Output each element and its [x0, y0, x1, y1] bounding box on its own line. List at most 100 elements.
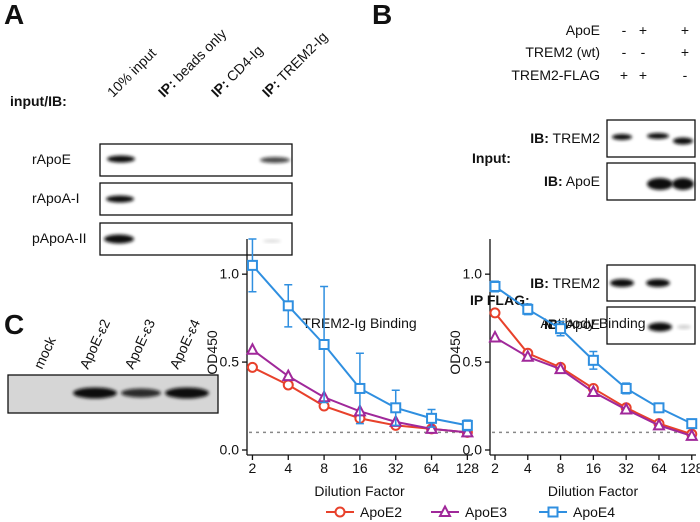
x-tick-label: 4	[524, 460, 532, 476]
y-tick-label: 0.0	[463, 442, 483, 458]
lane-label: ApoE-ε4	[166, 316, 203, 371]
legend-marker	[547, 506, 559, 518]
band	[260, 157, 290, 163]
column-label: IP: CD4-Ig	[208, 42, 266, 100]
x-tick-label: 2	[249, 460, 257, 476]
marker	[686, 418, 698, 430]
marker	[282, 300, 294, 312]
row-label: pApoA-II	[32, 230, 86, 246]
marker	[426, 412, 438, 424]
marker	[461, 419, 473, 431]
marker	[488, 329, 502, 343]
x-axis-label: Dilution Factor	[314, 483, 405, 499]
marker	[522, 303, 534, 315]
marker	[281, 368, 295, 382]
marker	[318, 339, 330, 350]
x-tick-label: 16	[352, 460, 368, 476]
charts: TREM2-Ig Binding OD450 Dilution Factor 0.0 0…	[204, 238, 700, 520]
band	[610, 279, 634, 287]
marker	[245, 342, 260, 355]
band	[165, 387, 209, 399]
y-tick-label: 1.0	[220, 266, 240, 282]
y-tick-label: 0.5	[463, 354, 483, 370]
panel-letter: A	[4, 0, 24, 30]
x-tick-label: 16	[586, 460, 602, 476]
marker	[282, 379, 294, 391]
blot-target: TREM2	[549, 130, 600, 146]
band	[646, 279, 670, 287]
group-label: Input:	[472, 150, 511, 166]
legend-label: ApoE4	[573, 504, 615, 520]
chart-title: Antibody Binding	[540, 315, 645, 331]
blot-target: ApoE	[563, 316, 600, 332]
x-tick-label: 128	[680, 460, 700, 476]
column-label: IP: TREM2-Ig	[259, 28, 331, 100]
marker	[246, 259, 258, 271]
row-header: input/IB:	[10, 93, 67, 109]
y-axis-label: OD450	[447, 330, 463, 375]
group-text: FLAG:	[483, 292, 530, 308]
x-tick-label: 32	[618, 460, 634, 476]
marker	[619, 401, 633, 415]
ib-prefix: IB:	[530, 130, 549, 146]
sign: +	[639, 22, 647, 38]
legend-marker	[438, 504, 452, 517]
condition-label: TREM2 (wt)	[525, 44, 600, 60]
column-label: 10% input	[104, 45, 159, 100]
x-tick-label: 32	[388, 460, 404, 476]
marker	[587, 354, 599, 366]
condition-label: TREM2-FLAG	[511, 67, 600, 83]
y-tick-label: 1.0	[463, 266, 483, 282]
chart-title: TREM2-Ig Binding	[302, 315, 416, 331]
band	[647, 178, 673, 190]
panel-letter: B	[372, 0, 392, 30]
marker	[555, 323, 567, 335]
band	[73, 387, 117, 399]
blot-label: IB: TREM2	[530, 130, 600, 146]
band	[106, 195, 134, 203]
band	[647, 133, 669, 139]
marker	[685, 428, 699, 441]
legend-marker	[334, 506, 346, 518]
blot-target: ApoE	[563, 173, 600, 189]
legend-label: ApoE2	[360, 504, 402, 520]
y-tick-label: 0.0	[220, 442, 240, 458]
sign: +	[639, 67, 647, 83]
marker	[489, 307, 501, 319]
lane-label: mock	[30, 333, 59, 371]
row-label: rApoA-I	[32, 190, 79, 206]
lane-label: ApoE-ε2	[76, 316, 113, 371]
marker	[424, 421, 439, 434]
y-axis-label: OD450	[204, 330, 220, 375]
x-tick-label: 64	[424, 460, 440, 476]
band	[121, 388, 161, 398]
column-text: TREM2-Ig	[271, 28, 330, 87]
marker	[553, 361, 568, 375]
sign: -	[622, 44, 627, 60]
y-tick-label: 0.5	[220, 354, 240, 370]
panel-letter: C	[4, 309, 24, 340]
marker	[354, 382, 366, 394]
ip-prefix: IP	[470, 292, 483, 308]
ib-prefix: IB:	[530, 275, 549, 291]
condition-label: ApoE	[566, 22, 600, 38]
band	[612, 134, 632, 140]
marker	[460, 424, 475, 438]
band	[104, 234, 134, 244]
band	[263, 239, 281, 243]
band	[677, 325, 691, 329]
group-label: IP FLAG:	[470, 292, 530, 308]
sign: +	[681, 44, 689, 60]
sign: -	[683, 67, 688, 83]
x-tick-label: 64	[651, 460, 667, 476]
band	[672, 178, 694, 190]
blot-label: IB: TREM2	[530, 275, 600, 291]
sign: +	[620, 67, 628, 83]
band	[648, 322, 672, 332]
marker	[390, 402, 402, 414]
marker	[489, 280, 501, 292]
band	[673, 137, 693, 145]
legend-label: ApoE3	[465, 504, 507, 520]
marker	[246, 361, 258, 373]
